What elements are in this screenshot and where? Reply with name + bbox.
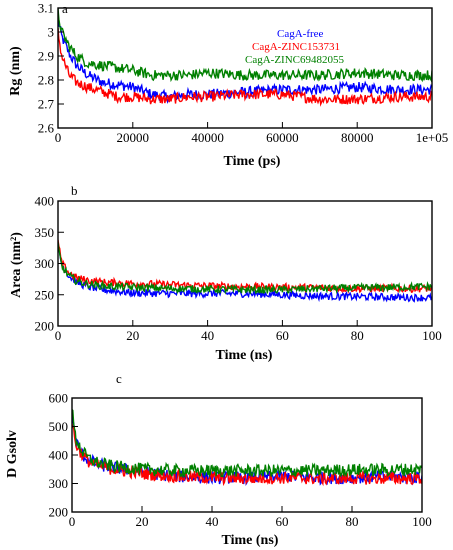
x-tick-label-c: 20 — [136, 514, 149, 529]
x-tick-label-a: 20000 — [117, 130, 150, 145]
plot-frame-c — [71, 397, 423, 513]
series-line-c-3 — [72, 409, 422, 479]
series-line-b-2 — [58, 239, 432, 295]
x-tick-label-a: 0 — [55, 130, 62, 145]
panel-a-xlabel: Time (ps) — [224, 154, 281, 169]
x-tick-label-c: 60 — [276, 514, 289, 529]
panel-b-ylabel: Area (nm²) — [9, 232, 24, 298]
x-tick-label-a: 40000 — [191, 130, 224, 145]
x-tick-label-c: 80 — [346, 514, 359, 529]
y-tick-label-b: 300 — [35, 256, 55, 271]
x-tick-label-b: 60 — [276, 328, 289, 343]
series-line-a-3 — [58, 8, 432, 83]
x-tick-label-a: 1e+05 — [416, 130, 449, 145]
panel-a: a Rg (nm) Time (ps) CagA-free CagA-ZINC1… — [8, 1, 448, 170]
legend-item-caga-zinc69482055: CagA-ZINC69482055 — [245, 54, 344, 66]
y-tick-label-c: 200 — [49, 505, 69, 520]
y-tick-label-c: 500 — [49, 419, 69, 434]
series-line-b-1 — [58, 241, 432, 303]
panel-c-label: c — [116, 371, 122, 386]
y-tick-label-a: 2.8 — [38, 73, 54, 88]
x-tick-label-b: 100 — [422, 328, 442, 343]
panel-b-label: b — [71, 183, 78, 198]
legend-item-caga-free: CagA-free — [277, 28, 324, 40]
panel-a-ylabel: Rg (nm) — [8, 46, 23, 96]
x-tick-label-a: 80000 — [341, 130, 374, 145]
y-tick-label-a: 2.6 — [38, 121, 55, 136]
plot-frame-b — [57, 200, 433, 327]
plot-frame-a — [57, 7, 433, 129]
y-tick-label-c: 300 — [49, 476, 69, 491]
y-tick-label-b: 400 — [35, 194, 55, 209]
panel-c-ylabel: D Gsolv — [5, 430, 20, 478]
series-line-c-2 — [72, 423, 422, 487]
series-line-a-2 — [58, 28, 432, 107]
panel-a-legend: CagA-free CagA-ZINC153731 CagA-ZINC69482… — [245, 28, 344, 66]
y-tick-label-b: 250 — [35, 287, 55, 302]
x-tick-label-b: 0 — [55, 328, 62, 343]
y-tick-label-a: 2.7 — [38, 97, 55, 112]
y-tick-label-a: 2.9 — [38, 49, 54, 64]
x-tick-label-c: 40 — [206, 514, 219, 529]
series-line-b-3 — [58, 242, 432, 295]
panel-c: c D Gsolv Time (ns) 0 20 40 60 80 100 200 300 40… — [5, 371, 432, 548]
panel-b-xlabel: Time (ns) — [216, 348, 273, 363]
x-tick-label-c: 100 — [412, 514, 432, 529]
y-tick-label-a: 3.1 — [38, 1, 54, 16]
y-tick-label-b: 200 — [35, 319, 55, 334]
y-tick-label-c: 400 — [49, 448, 69, 463]
x-tick-label-b: 80 — [351, 328, 364, 343]
legend-item-caga-zinc153731: CagA-ZINC153731 — [252, 41, 340, 53]
series-line-a-1 — [58, 18, 432, 105]
x-tick-label-b: 40 — [201, 328, 214, 343]
y-tick-label-a: 3 — [48, 25, 55, 40]
x-tick-label-a: 60000 — [266, 130, 299, 145]
y-tick-label-b: 350 — [35, 225, 55, 240]
panel-b: b Area (nm²) Time (ns) 0 20 40 60 80 100 200 25… — [9, 183, 442, 363]
panel-c-xlabel: Time (ns) — [222, 533, 279, 548]
x-tick-label-b: 20 — [126, 328, 139, 343]
x-tick-label-c: 0 — [69, 514, 76, 529]
y-tick-label-c: 600 — [49, 391, 69, 406]
